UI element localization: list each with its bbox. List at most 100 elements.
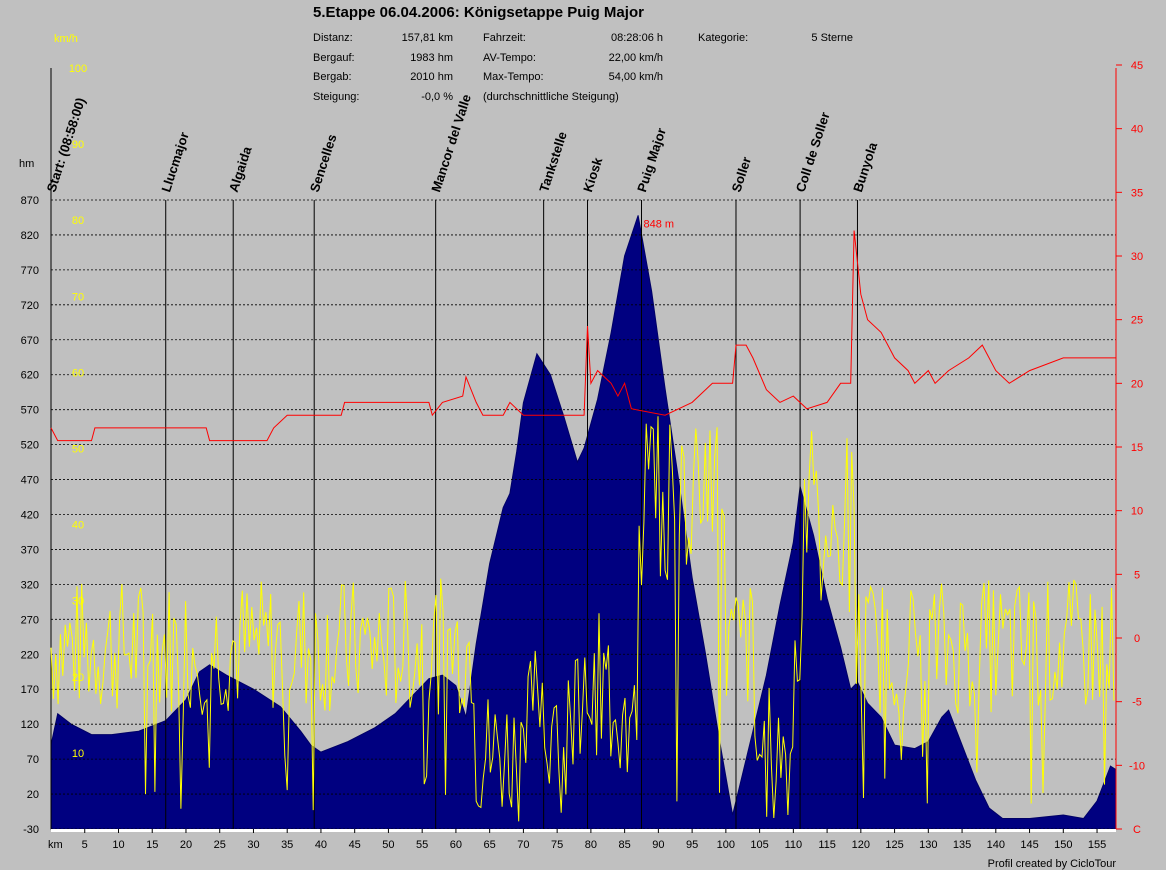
distance-tick-label: 80 [585,839,597,851]
altitude-tick-label: 770 [21,265,39,277]
waypoint-label: Puig Major [634,126,669,194]
stat-label: Bergauf: [313,52,355,64]
distance-tick-label: 70 [517,839,529,851]
distance-tick-label: 95 [686,839,698,851]
speed-tick-label: 50 [72,444,84,456]
distance-tick-label: 90 [652,839,664,851]
altitude-tick-label: 170 [21,684,39,696]
stat-label: AV-Tempo: [483,52,536,64]
stat-value: 54,00 km/h [608,71,663,83]
temperature-tick-label: -10 [1129,760,1145,772]
waypoint-label: Kiosk [580,155,605,194]
altitude-tick-label: 720 [21,300,39,312]
temperature-tick-label: 20 [1131,378,1143,390]
distance-tick-label: 60 [450,839,462,851]
distance-tick-label: 135 [953,839,971,851]
stat-label: Max-Tempo: [483,71,544,83]
waypoint-label: Llucmajor [158,130,191,194]
temperature-tick-label: 45 [1131,60,1143,72]
stat-label: Steigung: [313,91,360,103]
distance-tick-label: 130 [919,839,937,851]
altitude-area [50,215,1117,830]
waypoint-label: Soller [729,155,754,194]
waypoint-label: Algaida [226,144,255,194]
distance-axis-bar [51,829,1116,832]
speed-tick-label: 60 [72,367,84,379]
stat-label: Fahrzeit: [483,32,526,44]
altitude-tick-label: 520 [21,440,39,452]
speed-line [50,416,1115,822]
altitude-tick-label: 420 [21,510,39,522]
distance-tick-label: 75 [551,839,563,851]
temperature-tick-label: C [1133,824,1141,836]
waypoint-label: Coll de Soller [793,110,833,194]
stat-value: 08:28:06 h [611,32,663,44]
temperature-tick-label: -5 [1132,697,1142,709]
stat-label: Kategorie: [698,32,749,44]
speed-tick-label: 70 [72,291,84,303]
temperature-tick-label: 30 [1131,251,1143,263]
temperature-tick-label: 40 [1131,124,1143,136]
altitude-tick-label: 570 [21,405,39,417]
distance-tick-label: 125 [885,839,903,851]
max-altitude-label: 848 m [644,218,675,230]
speed-tick-label: 100 [69,63,87,75]
distance-tick-label: 85 [619,839,631,851]
distance-tick-label: 25 [214,839,226,851]
distance-tick-label: 5 [82,839,88,851]
altitude-axis-label: hm [19,158,34,170]
stat-value: 2010 hm [410,71,453,83]
altitude-tick-label: 120 [21,719,39,731]
distance-axis-label: km [48,839,63,851]
altitude-tick-label: 670 [21,335,39,347]
distance-tick-label: 55 [416,839,428,851]
waypoint-label: Bunyola [850,140,880,194]
distance-tick-label: 145 [1020,839,1038,851]
altitude-tick-label: -30 [23,824,39,836]
distance-tick-label: 10 [112,839,124,851]
altitude-tick-label: 820 [21,230,39,242]
temperature-tick-label: 35 [1131,187,1143,199]
distance-tick-label: 105 [750,839,768,851]
speed-tick-label: 90 [72,139,84,151]
waypoint-label: Sencelles [307,132,340,194]
altitude-tick-label: 320 [21,579,39,591]
footer-credit: Profil created by CicloTour [987,858,1116,870]
distance-tick-label: 45 [349,839,361,851]
stat-label: (durchschnittliche Steigung) [483,91,619,103]
stat-value: 5 Sterne [811,32,853,44]
waypoint-label: Tankstelle [536,130,570,194]
distance-tick-label: 65 [484,839,496,851]
distance-tick-label: 15 [146,839,158,851]
altitude-tick-label: 620 [21,370,39,382]
chart-title: 5.Etappe 06.04.2006: Königsetappe Puig M… [313,4,644,21]
altitude-tick-label: 470 [21,475,39,487]
distance-tick-label: 115 [818,839,836,851]
distance-tick-label: 155 [1088,839,1106,851]
temperature-tick-label: 15 [1131,442,1143,454]
temperature-tick-label: 0 [1134,633,1140,645]
distance-tick-label: 30 [247,839,259,851]
speed-tick-label: 40 [72,520,84,532]
distance-tick-label: 100 [717,839,735,851]
temperature-line [50,230,1116,442]
stat-value: 1983 hm [410,52,453,64]
stat-label: Bergab: [313,71,352,83]
waypoint-label: Mancor del Valle [428,92,474,194]
distance-tick-label: 120 [852,839,870,851]
stat-value: 157,81 km [401,32,453,44]
temperature-tick-label: 25 [1131,315,1143,327]
altitude-tick-label: 370 [21,544,39,556]
stat-value: 22,00 km/h [608,52,663,64]
speed-tick-label: 10 [72,748,84,760]
altitude-tick-label: 70 [27,754,39,766]
distance-tick-label: 140 [987,839,1005,851]
altitude-tick-label: 20 [27,789,39,801]
distance-tick-label: 110 [785,839,803,851]
stat-value: -0,0 % [421,91,453,103]
distance-tick-label: 40 [315,839,327,851]
altitude-tick-label: 220 [21,649,39,661]
temperature-tick-label: 5 [1134,569,1140,581]
distance-tick-label: 20 [180,839,192,851]
